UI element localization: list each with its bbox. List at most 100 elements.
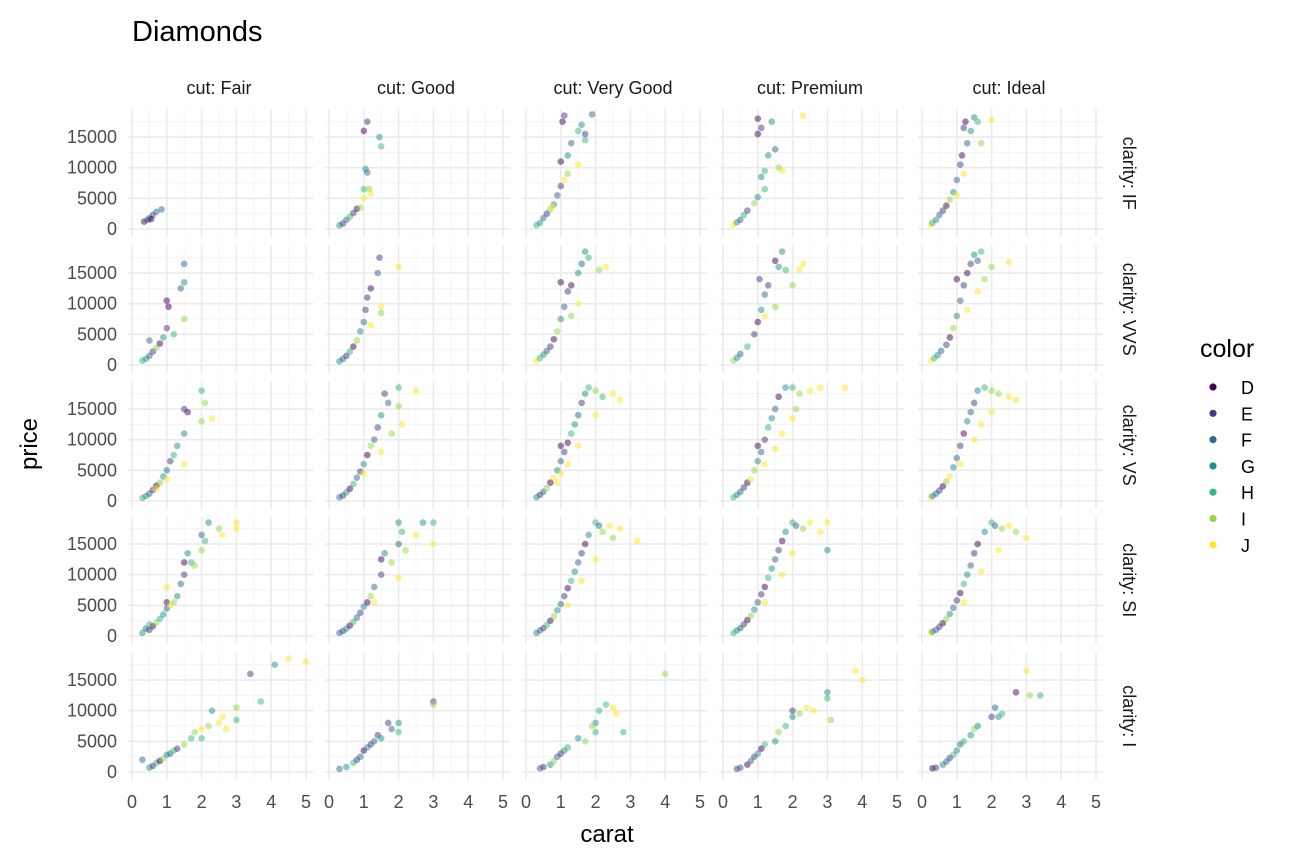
data-point xyxy=(771,405,779,413)
data-point xyxy=(943,478,950,485)
y-tick-label: 0 xyxy=(107,491,117,511)
data-point xyxy=(360,318,368,326)
data-point xyxy=(574,411,582,419)
data-point xyxy=(581,248,589,255)
data-point xyxy=(960,124,968,132)
data-point xyxy=(998,525,1006,533)
data-point xyxy=(963,269,971,277)
legend-key-I xyxy=(1209,514,1217,523)
x-tick-label: 2 xyxy=(394,792,404,812)
data-point xyxy=(775,393,782,401)
facet-panel xyxy=(719,516,905,644)
data-point xyxy=(215,525,223,533)
data-point xyxy=(761,185,769,193)
data-point xyxy=(554,606,561,614)
data-point xyxy=(581,390,589,398)
data-point xyxy=(271,661,278,669)
data-point xyxy=(796,266,803,274)
x-tick-label: 4 xyxy=(1056,792,1066,812)
data-point xyxy=(557,315,565,323)
data-point xyxy=(634,537,641,545)
data-point xyxy=(1037,692,1044,699)
data-point xyxy=(398,528,406,536)
data-point xyxy=(219,531,226,539)
y-tick-label: 0 xyxy=(107,219,117,239)
legend-key-E xyxy=(1209,409,1217,417)
legend-label: E xyxy=(1241,404,1253,424)
data-point xyxy=(363,169,371,176)
data-point xyxy=(430,519,437,526)
data-point xyxy=(353,337,361,344)
data-point xyxy=(163,297,171,304)
data-point xyxy=(998,710,1006,718)
data-point xyxy=(564,439,572,447)
x-tick-label: 2 xyxy=(987,792,997,812)
facet-panel xyxy=(325,516,511,644)
data-point xyxy=(974,387,981,394)
data-point xyxy=(956,297,964,304)
data-point xyxy=(974,257,981,265)
facet-panel xyxy=(325,381,511,509)
facet-panels: 0500010000150000500010000150000500010000… xyxy=(67,78,1139,812)
legend-key-F xyxy=(1209,436,1217,444)
data-point xyxy=(754,115,762,122)
data-point xyxy=(160,611,167,618)
x-tick-label: 4 xyxy=(463,792,473,812)
legend-label: I xyxy=(1241,510,1246,530)
data-point xyxy=(771,556,779,563)
data-point xyxy=(550,335,558,343)
data-point xyxy=(1005,522,1013,529)
data-point xyxy=(177,580,185,588)
data-point xyxy=(771,257,779,265)
data-point xyxy=(557,442,565,450)
data-point xyxy=(384,719,392,727)
data-point xyxy=(761,291,769,298)
data-point xyxy=(370,598,378,606)
data-point xyxy=(761,598,769,606)
data-point xyxy=(956,442,964,450)
data-point xyxy=(554,191,561,199)
data-point xyxy=(592,556,599,563)
data-point xyxy=(163,467,171,474)
data-point xyxy=(754,442,762,450)
data-point xyxy=(988,408,995,416)
facet-strip-col: cut: Premium xyxy=(757,78,863,98)
data-point xyxy=(988,116,995,124)
data-point xyxy=(943,341,950,349)
data-point xyxy=(782,266,789,274)
data-point xyxy=(581,136,589,144)
data-point xyxy=(370,436,378,444)
data-point xyxy=(953,454,961,462)
data-point xyxy=(374,424,382,431)
data-point xyxy=(285,655,292,662)
data-point xyxy=(147,215,155,223)
data-point xyxy=(616,396,624,404)
data-point xyxy=(170,598,178,606)
data-point xyxy=(557,600,565,608)
data-point xyxy=(247,670,254,678)
data-point xyxy=(381,549,388,557)
data-point xyxy=(350,343,357,350)
data-point xyxy=(737,350,744,358)
x-tick-label: 3 xyxy=(625,792,635,812)
legend-key-J xyxy=(1209,541,1217,549)
data-point xyxy=(771,738,779,745)
y-tick-label: 15000 xyxy=(67,399,117,419)
data-point xyxy=(198,734,205,742)
data-point xyxy=(384,399,392,407)
data-point xyxy=(967,260,975,268)
x-tick-label: 5 xyxy=(695,792,705,812)
data-point xyxy=(170,331,178,338)
data-point xyxy=(419,519,427,526)
data-point xyxy=(754,457,762,465)
data-point xyxy=(751,467,758,474)
data-point xyxy=(588,111,596,118)
data-point xyxy=(557,457,565,465)
data-point xyxy=(958,152,966,159)
facet-strip-col: cut: Ideal xyxy=(972,78,1045,98)
legend-key-H xyxy=(1209,488,1217,496)
data-point xyxy=(991,704,999,711)
data-point xyxy=(173,442,181,450)
